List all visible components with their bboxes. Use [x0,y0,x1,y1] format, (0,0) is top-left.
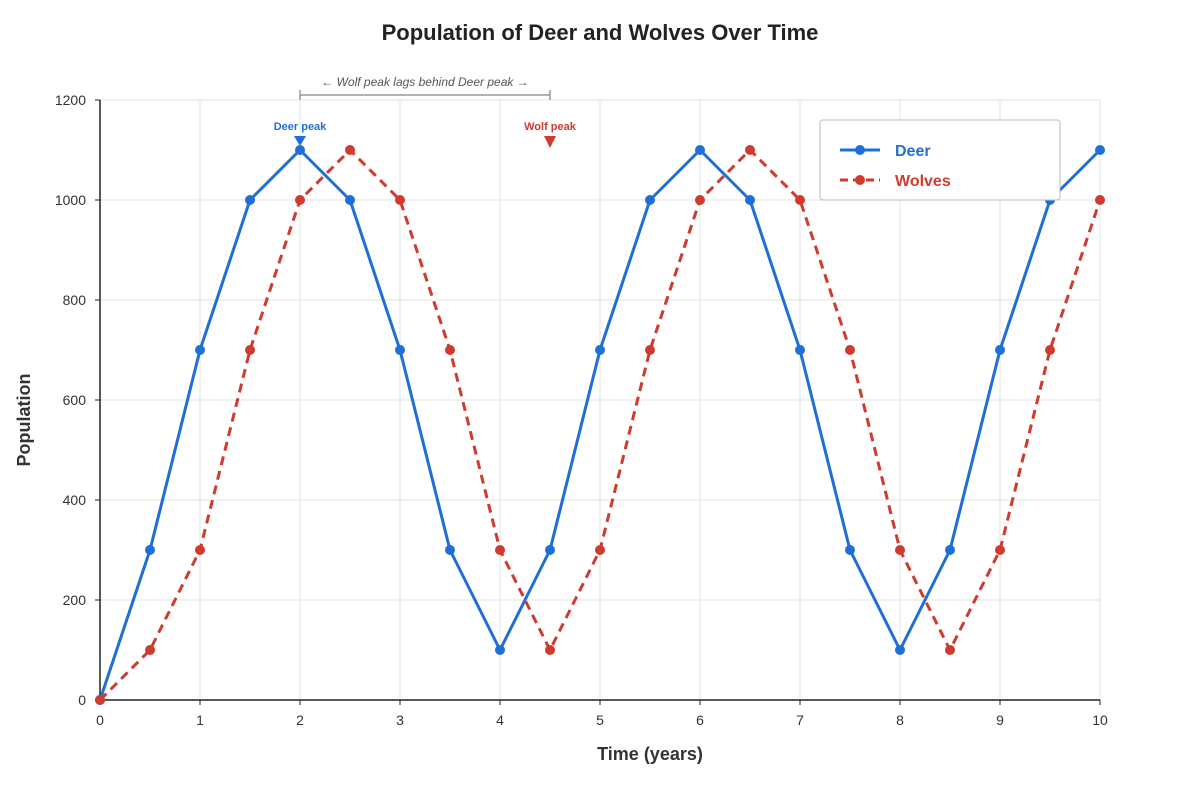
wolves-data-point [145,645,155,655]
y-tick-label: 1200 [55,92,86,108]
wolves-data-point [895,545,905,555]
wolf-peak-arrow-icon [544,136,556,148]
deer-data-point [745,195,755,205]
deer-data-point [595,345,605,355]
wolves-data-point [195,545,205,555]
deer-data-point [395,345,405,355]
x-tick-label: 10 [1092,712,1108,728]
legend-deer-label: Deer [895,143,931,160]
legend-wolves-marker [855,175,865,185]
wolves-data-point [945,645,955,655]
wolves-data-point [595,545,605,555]
wolves-data-point [695,195,705,205]
chart-title: Population of Deer and Wolves Over Time [382,20,819,45]
deer-data-point [545,545,555,555]
wolves-data-point [645,345,655,355]
y-tick-label: 0 [78,692,86,708]
x-tick-label: 4 [496,712,504,728]
deer-data-point [245,195,255,205]
wolves-data-point [1095,195,1105,205]
wolves-data-point [245,345,255,355]
x-tick-label: 3 [396,712,404,728]
peak-markers: Deer peak Wolf peak [274,121,577,148]
wolves-data-point [295,195,305,205]
wolves-data-point [395,195,405,205]
deer-peak-label: Deer peak [274,121,327,133]
wolves-data-point [995,545,1005,555]
wolves-data-point [445,345,455,355]
deer-data-point [295,145,305,155]
x-tick-label: 1 [196,712,204,728]
y-tick-labels: 0 200 400 600 800 1000 1200 [55,92,86,708]
wolves-data-point [345,145,355,155]
deer-data-point [995,345,1005,355]
deer-data-point [945,545,955,555]
y-tick-label: 400 [63,492,87,508]
deer-data-point [345,195,355,205]
legend-wolves-label: Wolves [895,173,951,190]
wolves-data-point [845,345,855,355]
x-tick-label: 0 [96,712,104,728]
y-axis-label: Population [14,374,34,467]
x-tick-label: 8 [896,712,904,728]
deer-data-point [495,645,505,655]
y-tick-label: 600 [63,392,87,408]
deer-data-point [145,545,155,555]
y-tick-label: 1000 [55,192,86,208]
deer-peak-arrow-icon [294,136,306,146]
y-tick-label: 200 [63,592,87,608]
deer-data-point [645,195,655,205]
wolves-data-point [545,645,555,655]
deer-data-point [895,645,905,655]
axes [95,99,1101,705]
legend: Deer Wolves [819,119,1061,201]
deer-data-point [1095,145,1105,155]
legend-deer-marker [855,145,865,155]
x-tick-label: 5 [596,712,604,728]
wolves-data-point [795,195,805,205]
lag-annotation: ← Wolf peak lags behind Deer peak → [299,75,551,100]
x-tick-label: 6 [696,712,704,728]
wolf-peak-label: Wolf peak [524,121,577,133]
deer-data-point [195,345,205,355]
x-tick-labels: 0 1 2 3 4 5 6 7 8 9 10 [96,712,1108,728]
deer-data-point [845,545,855,555]
x-tick-label: 2 [296,712,304,728]
x-tick-label: 9 [996,712,1004,728]
y-tick-label: 800 [63,292,87,308]
deer-data-point [445,545,455,555]
x-axis-label: Time (years) [597,744,703,764]
deer-data-point [795,345,805,355]
wolves-data-point [495,545,505,555]
wolves-data-point [1045,345,1055,355]
deer-data-point [695,145,705,155]
x-tick-label: 7 [796,712,804,728]
wolves-data-point [95,695,105,705]
lag-annotation-text: ← Wolf peak lags behind Deer peak → [321,75,528,89]
wolves-data-point [745,145,755,155]
